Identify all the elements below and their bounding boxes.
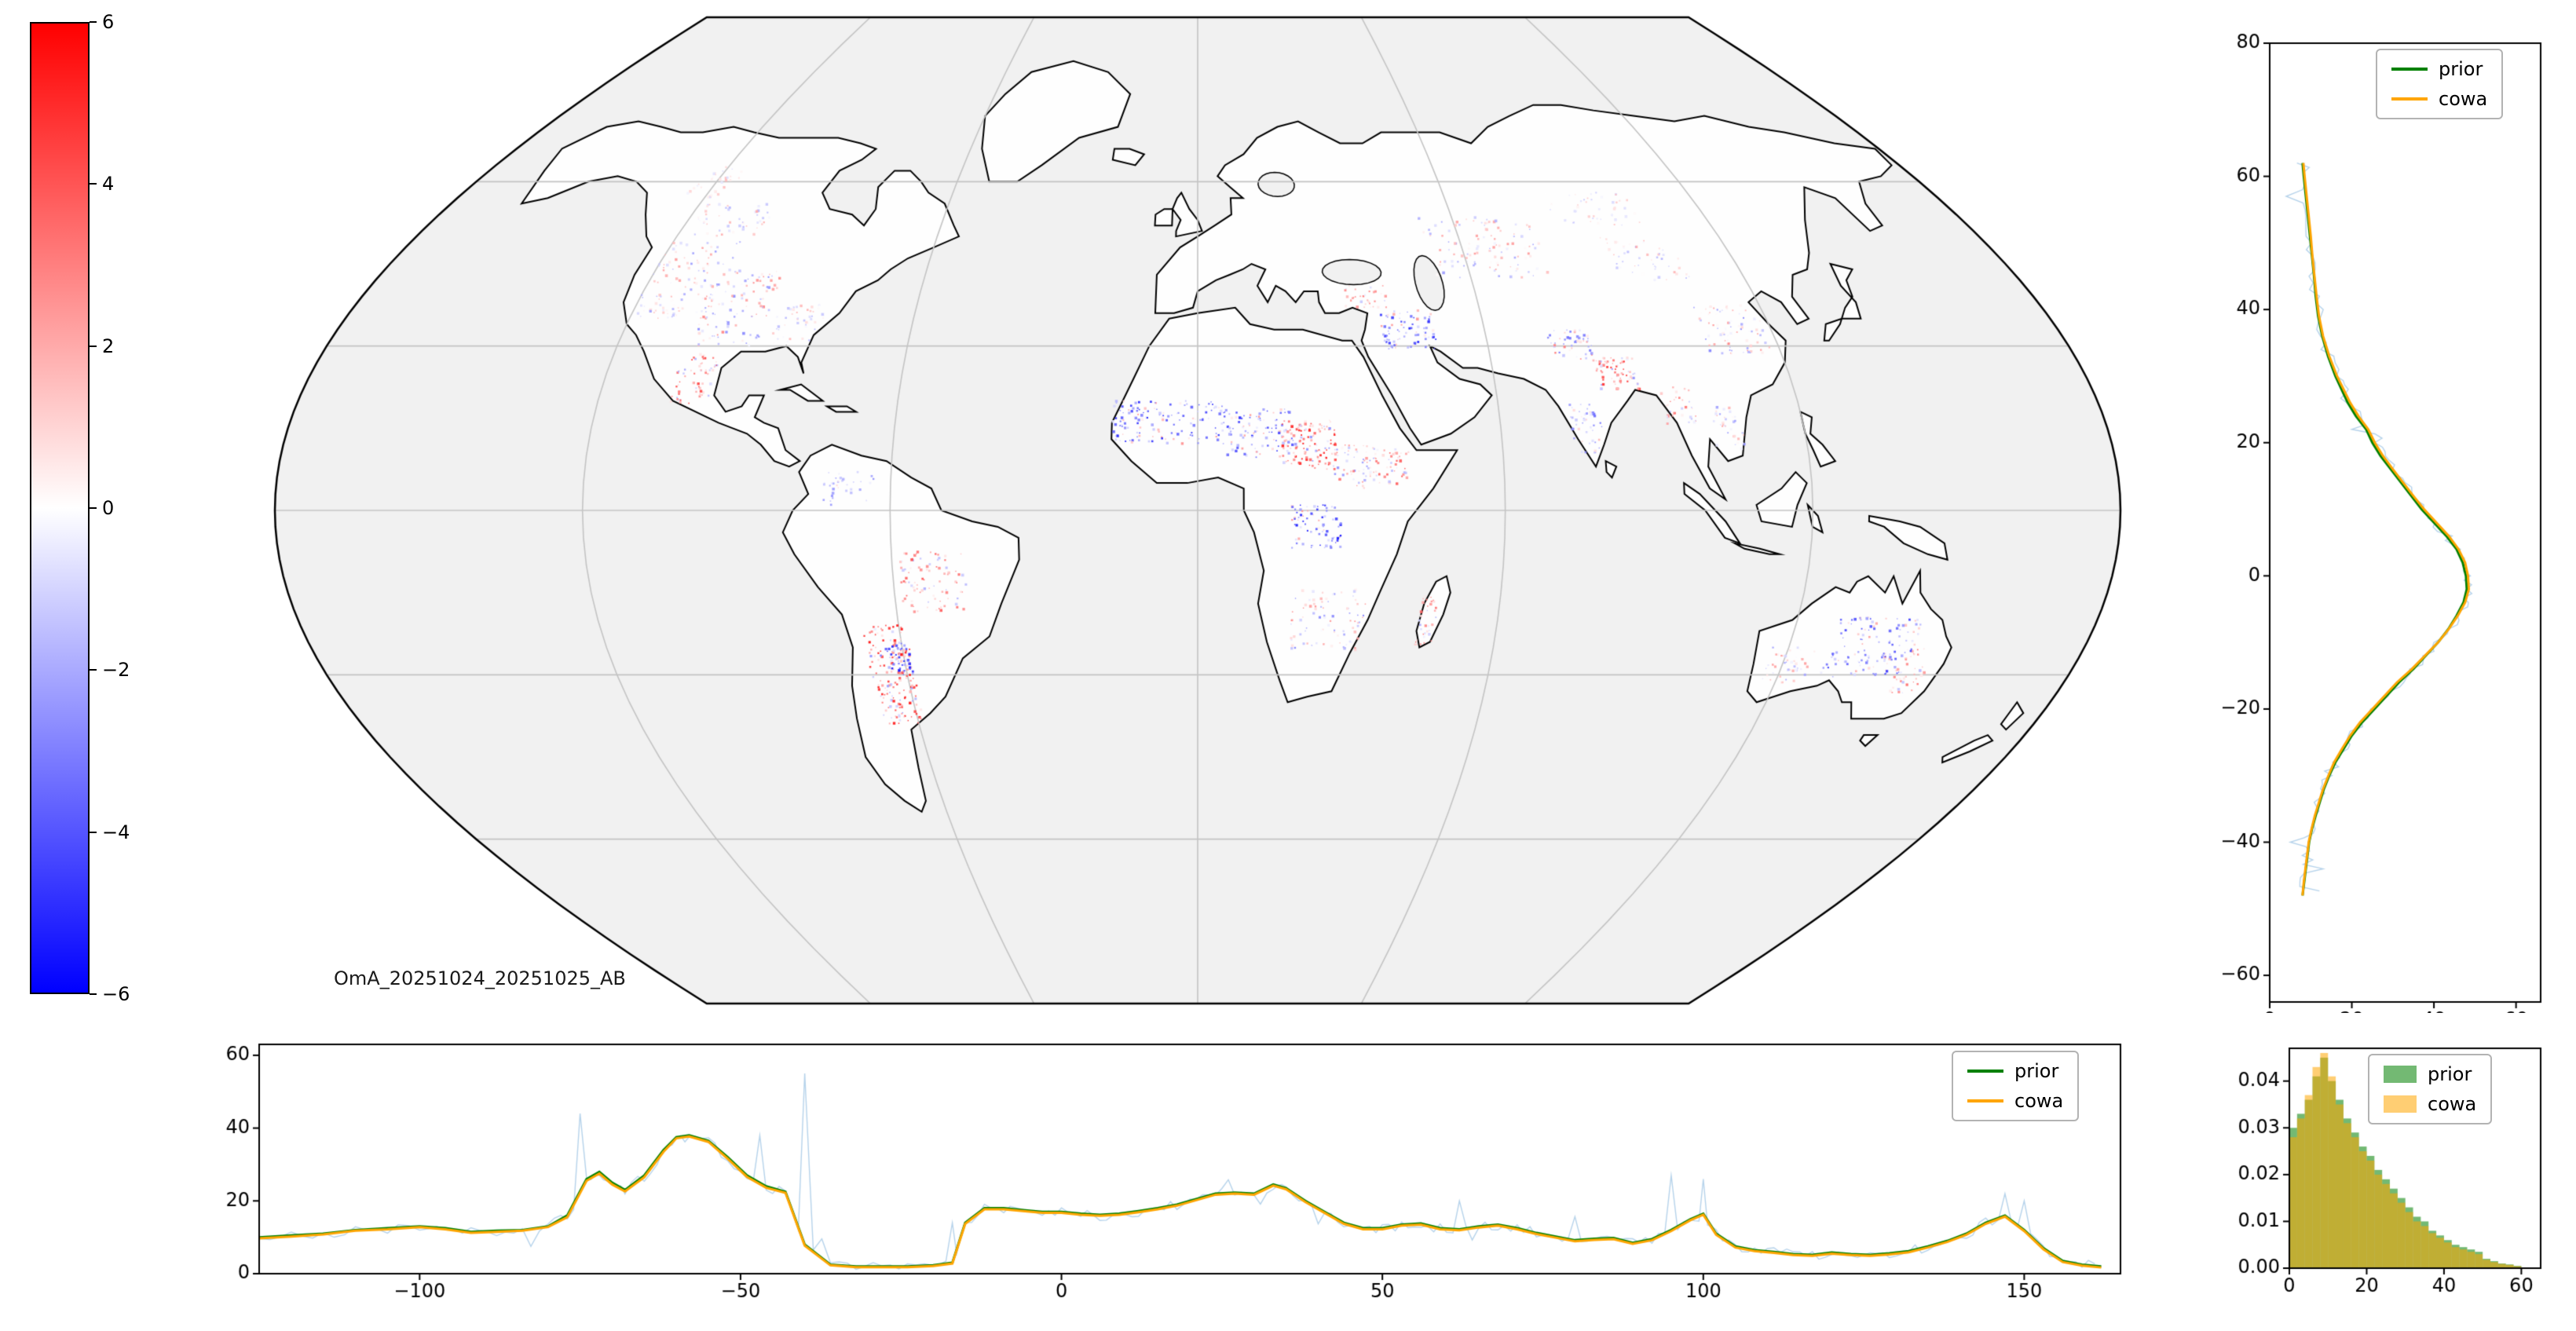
cowa-line-swatch (1967, 1099, 2003, 1102)
colorbar-tick-label: 2 (102, 335, 115, 357)
prior-legend-label: prior (2014, 1060, 2059, 1082)
lon-legend-row-cowa: cowa (1967, 1090, 2063, 1112)
colorbar-tick-label: −2 (102, 659, 130, 682)
colorbar-tick-mark (90, 831, 97, 833)
hist-legend-row-cowa: cowa (2384, 1093, 2476, 1115)
colorbar-tick-mark (90, 183, 97, 185)
latitude-profile-canvas (2215, 16, 2576, 1037)
prior-patch-swatch (2384, 1066, 2417, 1083)
longitude-profile-canvas (204, 1013, 2128, 1331)
cowa-line-swatch (2391, 97, 2428, 101)
lat-legend-row-prior: prior (2391, 58, 2487, 80)
colorbar-tick-label: 0 (102, 497, 115, 519)
colorbar-gradient (30, 22, 90, 994)
map-annotation: OmA_20251024_20251025_AB (334, 967, 626, 989)
lat-legend: prior cowa (2376, 49, 2504, 119)
world-map: OmA_20251024_20251025_AB (267, 8, 2128, 1013)
prior-line-swatch (1967, 1070, 2003, 1073)
hist-legend: prior cowa (2368, 1054, 2493, 1124)
colorbar-tick-mark (90, 21, 97, 23)
world-map-canvas (267, 8, 2128, 1013)
lon-legend: prior cowa (1952, 1051, 2080, 1121)
prior-line-swatch (2391, 68, 2428, 71)
colorbar-tick-label: 6 (102, 11, 115, 33)
colorbar-tick-label: −4 (102, 821, 130, 843)
colorbar-tick-mark (90, 345, 97, 347)
prior-legend-label: prior (2439, 58, 2483, 80)
colorbar-tick-mark (90, 507, 97, 509)
cowa-legend-label: cowa (2439, 88, 2488, 110)
hist-legend-row-prior: prior (2384, 1063, 2476, 1085)
colorbar-tick-label: 4 (102, 173, 115, 196)
lat-legend-row-cowa: cowa (2391, 88, 2487, 110)
prior-legend-label: prior (2428, 1063, 2472, 1085)
cowa-legend-label: cowa (2014, 1090, 2064, 1112)
colorbar-tick-mark (90, 993, 97, 995)
cowa-legend-label: cowa (2428, 1093, 2477, 1115)
colorbar-tick-mark (90, 669, 97, 671)
cowa-patch-swatch (2384, 1095, 2417, 1113)
lon-legend-row-prior: prior (1967, 1060, 2063, 1082)
colorbar-tick-label: −6 (102, 983, 130, 1005)
